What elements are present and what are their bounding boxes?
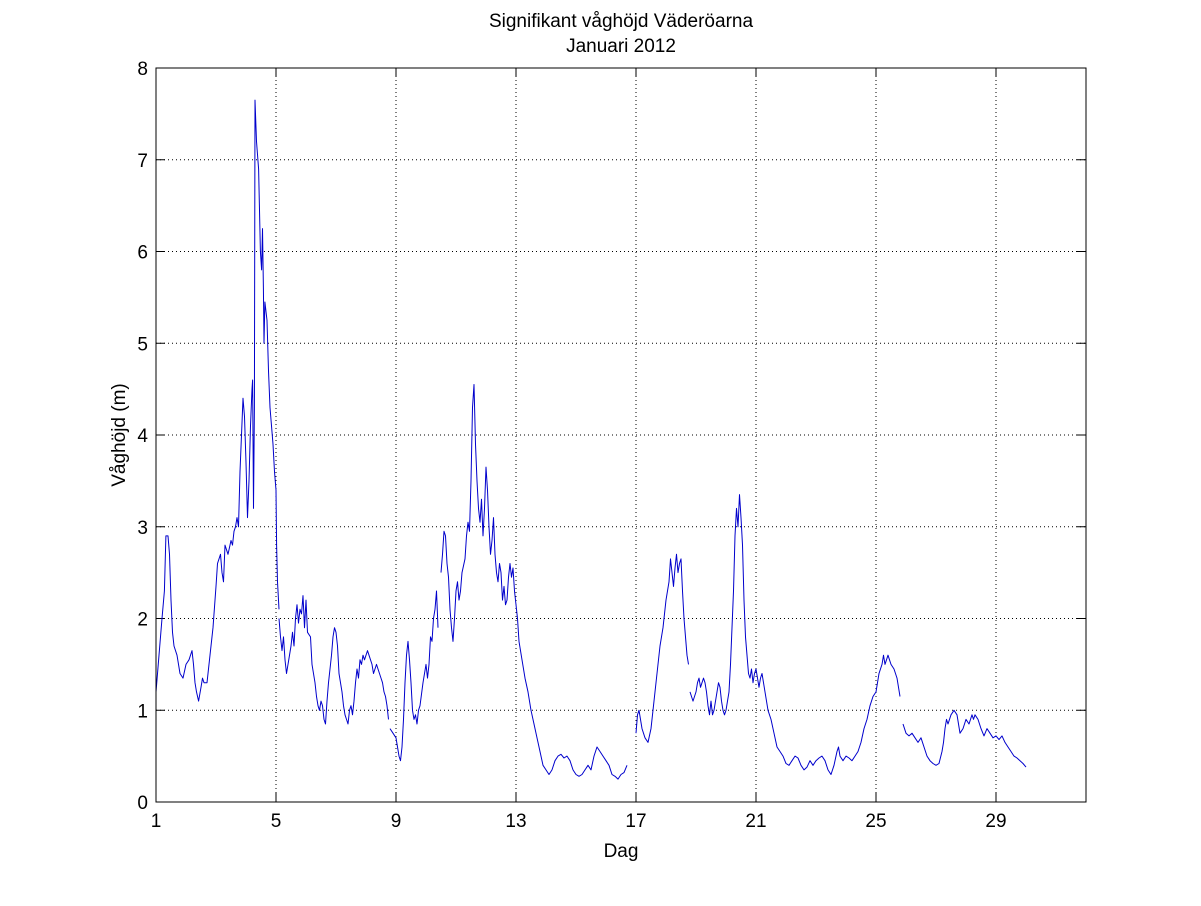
x-tick-label: 29 [985, 811, 1006, 832]
wave-height-line-segment [689, 494, 901, 775]
wave-height-line-segment [440, 384, 628, 780]
x-tick-label: 13 [505, 811, 526, 832]
x-tick-label: 21 [745, 811, 766, 832]
x-tick-label: 17 [625, 811, 646, 832]
y-tick-label: 8 [137, 59, 148, 80]
x-tick-label: 1 [151, 811, 162, 832]
grid-lines [156, 68, 1086, 802]
chart-title: Signifikant våghöjd Väderöarna [489, 11, 754, 32]
y-tick-label: 4 [137, 426, 148, 447]
x-axis-label: Dag [604, 841, 639, 862]
y-tick-label: 3 [137, 518, 148, 539]
plot-area-frame [155, 67, 1087, 803]
x-tick-label: 25 [865, 811, 886, 832]
data-layer [155, 99, 1027, 780]
wave-height-line-segment [155, 99, 280, 702]
wave-height-line-segment [635, 553, 689, 743]
y-tick-label: 5 [137, 334, 148, 355]
y-tick-label: 2 [137, 610, 148, 631]
x-tick-label: 5 [271, 811, 282, 832]
x-tick-label: 9 [391, 811, 402, 832]
chart-subtitle: Januari 2012 [566, 36, 676, 57]
wave-height-line-segment [389, 590, 439, 762]
y-axis-label: Våghöjd (m) [109, 383, 130, 487]
y-tick-label: 0 [137, 793, 148, 814]
y-tick-label: 7 [137, 151, 148, 172]
wave-height-line-segment [902, 709, 1027, 768]
wave-height-line-segment [278, 595, 389, 725]
y-tick-label: 6 [137, 243, 148, 264]
y-tick-label: 1 [137, 701, 148, 722]
axis-ticks [155, 67, 1086, 803]
